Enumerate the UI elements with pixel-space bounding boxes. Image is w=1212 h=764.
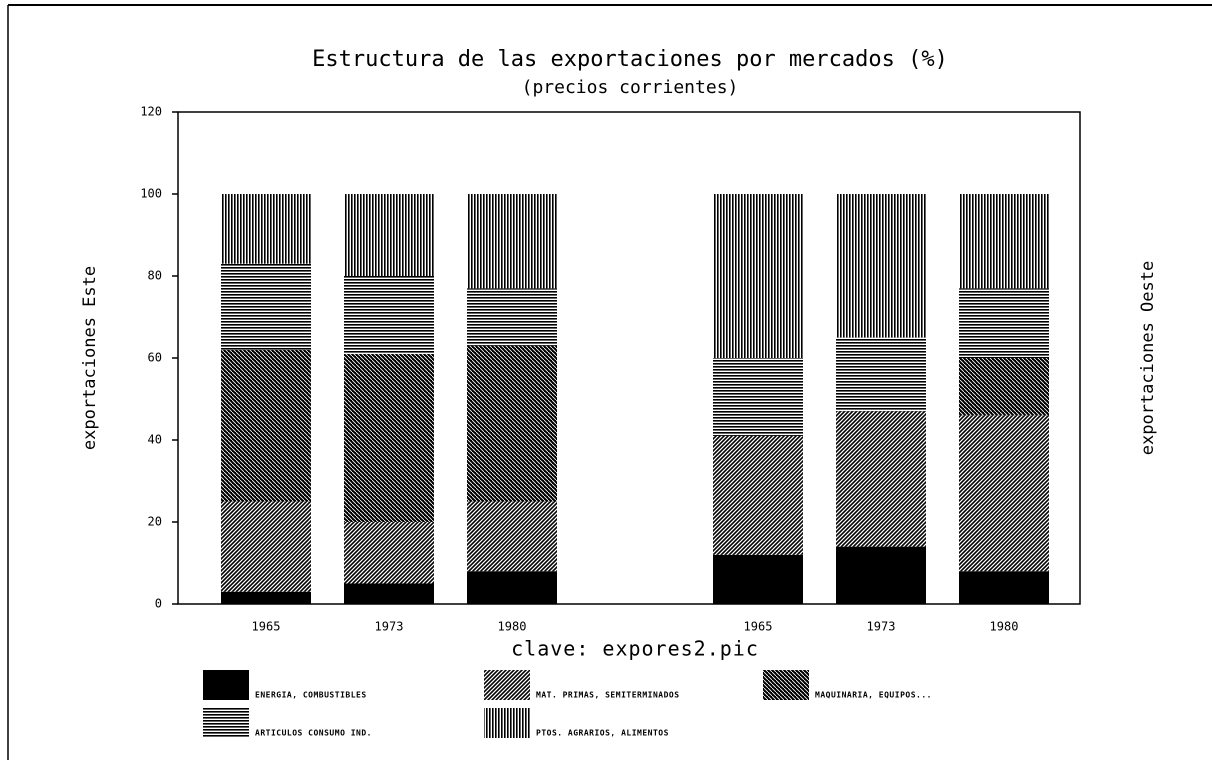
bar-segment [344, 276, 434, 354]
y-tick-label: 100 [140, 187, 162, 201]
bar-segment [959, 571, 1049, 604]
bar-segment [467, 345, 557, 502]
chart-subtitle: (precios corrientes) [522, 77, 739, 98]
legend-swatch [484, 670, 530, 700]
y-tick-label: 60 [148, 351, 162, 365]
chart-title: Estructura de las exportaciones por merc… [312, 47, 948, 72]
bar-segment [467, 288, 557, 346]
legend-label: PTOS. AGRARIOS, ALIMENTOS [536, 729, 669, 738]
bar-segment [959, 358, 1049, 416]
bar-segment [836, 411, 926, 547]
bar-segment [221, 194, 311, 264]
bar-segment [221, 591, 311, 604]
bar-segment [836, 337, 926, 412]
legend-swatch [203, 708, 249, 738]
y-tick-label: 80 [148, 269, 162, 283]
bar-segment [344, 353, 434, 522]
bar-segment [221, 349, 311, 502]
bar-segment [344, 522, 434, 584]
x-tick-label: 1965 [252, 620, 281, 634]
x-tick-label: 1973 [375, 620, 404, 634]
x-tick-label: 1973 [867, 620, 896, 634]
x-tick-label: 1980 [990, 620, 1019, 634]
legend-swatch [203, 670, 249, 700]
y-axis-label: exportaciones Este [80, 266, 100, 450]
bar-segment [836, 194, 926, 338]
legend-label: MAQUINARIA, EQUIPOS... [815, 691, 932, 700]
plot-frame [177, 111, 1081, 605]
y-tick-label: 120 [140, 105, 162, 119]
x-axis-label: clave: expores2.pic [511, 637, 759, 661]
y-tick-label: 20 [148, 515, 162, 529]
y-tick-label: 0 [155, 597, 162, 611]
bar-segment [713, 554, 803, 604]
bar-segment [713, 358, 803, 436]
x-tick-label: 1980 [498, 620, 527, 634]
legend-label: ENERGIA, COMBUSTIBLES [255, 691, 367, 700]
legend-swatch [484, 708, 530, 738]
bar-segment [467, 501, 557, 572]
bar-segment [344, 583, 434, 604]
bar-segment [959, 288, 1049, 358]
legend-label: MAT. PRIMAS, SEMITERMINADOS [536, 691, 680, 700]
legend-label: ARTICULOS CONSUMO IND. [255, 729, 372, 738]
y-tick-label: 40 [148, 433, 162, 447]
bar-segment [713, 194, 803, 358]
y2-axis-label: exportaciones Oeste [1138, 261, 1158, 455]
bar-segment [467, 571, 557, 604]
legend-swatch [763, 670, 809, 700]
bar-segment [221, 263, 311, 350]
bar-segment [713, 435, 803, 555]
bar-segment [467, 194, 557, 289]
bar-segment [221, 501, 311, 592]
bar-segment [959, 415, 1049, 572]
bar-segment [836, 546, 926, 604]
bar-segment [959, 194, 1049, 289]
x-tick-label: 1965 [744, 620, 773, 634]
bar-segment [344, 194, 434, 276]
